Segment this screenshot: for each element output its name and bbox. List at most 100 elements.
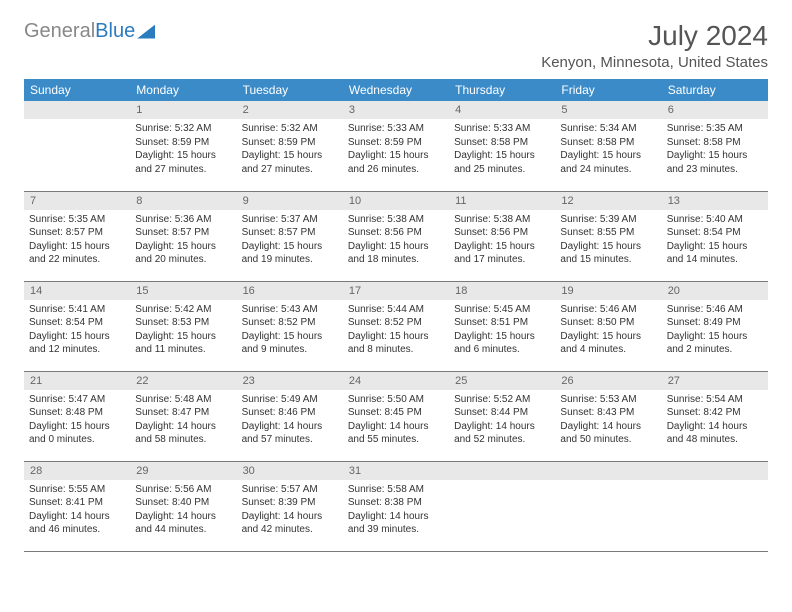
day-info: Sunrise: 5:50 AMSunset: 8:45 PMDaylight:…: [343, 390, 449, 461]
day-info-line: Sunset: 8:56 PM: [454, 226, 550, 240]
day-info-line: Sunrise: 5:49 AM: [242, 393, 338, 407]
day-info: Sunrise: 5:37 AMSunset: 8:57 PMDaylight:…: [237, 210, 343, 281]
day-info: Sunrise: 5:34 AMSunset: 8:58 PMDaylight:…: [555, 119, 661, 191]
calendar-table: Sunday Monday Tuesday Wednesday Thursday…: [24, 79, 768, 552]
header: GeneralBlue July 2024 Kenyon, Minnesota,…: [24, 20, 768, 71]
day-info-line: Sunrise: 5:43 AM: [242, 303, 338, 317]
day-info-line: Sunset: 8:45 PM: [348, 406, 444, 420]
day-info: Sunrise: 5:55 AMSunset: 8:41 PMDaylight:…: [24, 480, 130, 551]
day-info-line: Sunrise: 5:50 AM: [348, 393, 444, 407]
day-info-line: Sunrise: 5:39 AM: [560, 213, 656, 227]
calendar-day-cell: 18Sunrise: 5:45 AMSunset: 8:51 PMDayligh…: [449, 281, 555, 371]
day-info-line: and 20 minutes.: [135, 253, 231, 267]
calendar-day-cell: 19Sunrise: 5:46 AMSunset: 8:50 PMDayligh…: [555, 281, 661, 371]
day-info-line: Sunset: 8:41 PM: [29, 496, 125, 510]
day-info: Sunrise: 5:46 AMSunset: 8:50 PMDaylight:…: [555, 300, 661, 371]
day-info-line: Sunrise: 5:54 AM: [667, 393, 763, 407]
day-info-line: Sunrise: 5:44 AM: [348, 303, 444, 317]
day-info-line: Daylight: 14 hours: [667, 420, 763, 434]
day-info-line: and 17 minutes.: [454, 253, 550, 267]
weekday-header: Tuesday: [237, 79, 343, 101]
day-info-line: Sunset: 8:42 PM: [667, 406, 763, 420]
day-info-line: and 6 minutes.: [454, 343, 550, 357]
day-info-line: Daylight: 15 hours: [454, 149, 550, 163]
day-info-line: and 24 minutes.: [560, 163, 656, 177]
day-info-line: Daylight: 15 hours: [135, 330, 231, 344]
day-info-line: and 26 minutes.: [348, 163, 444, 177]
day-info-line: Sunset: 8:49 PM: [667, 316, 763, 330]
day-info-line: Daylight: 15 hours: [242, 149, 338, 163]
calendar-day-cell: 22Sunrise: 5:48 AMSunset: 8:47 PMDayligh…: [130, 371, 236, 461]
day-info-line: and 4 minutes.: [560, 343, 656, 357]
day-info-line: and 19 minutes.: [242, 253, 338, 267]
day-number: 23: [237, 372, 343, 390]
day-info: Sunrise: 5:57 AMSunset: 8:39 PMDaylight:…: [237, 480, 343, 551]
calendar-day-cell: 1Sunrise: 5:32 AMSunset: 8:59 PMDaylight…: [130, 101, 236, 191]
day-info-line: Daylight: 15 hours: [242, 240, 338, 254]
calendar-day-cell: 23Sunrise: 5:49 AMSunset: 8:46 PMDayligh…: [237, 371, 343, 461]
day-info-line: Sunrise: 5:33 AM: [454, 122, 550, 136]
day-info-line: Daylight: 15 hours: [242, 330, 338, 344]
calendar-header: Sunday Monday Tuesday Wednesday Thursday…: [24, 79, 768, 101]
calendar-day-cell: 15Sunrise: 5:42 AMSunset: 8:53 PMDayligh…: [130, 281, 236, 371]
day-number: 13: [662, 192, 768, 210]
calendar-day-cell: 14Sunrise: 5:41 AMSunset: 8:54 PMDayligh…: [24, 281, 130, 371]
day-info-line: Sunset: 8:52 PM: [242, 316, 338, 330]
day-info-line: and 58 minutes.: [135, 433, 231, 447]
day-number: 14: [24, 282, 130, 300]
calendar-day-cell: 2Sunrise: 5:32 AMSunset: 8:59 PMDaylight…: [237, 101, 343, 191]
day-info-line: Daylight: 14 hours: [348, 420, 444, 434]
day-info-line: Sunset: 8:59 PM: [135, 136, 231, 150]
day-info-line: and 25 minutes.: [454, 163, 550, 177]
day-number: 25: [449, 372, 555, 390]
day-info-line: Daylight: 15 hours: [348, 149, 444, 163]
day-info: Sunrise: 5:58 AMSunset: 8:38 PMDaylight:…: [343, 480, 449, 551]
day-number: 8: [130, 192, 236, 210]
day-info-line: Daylight: 15 hours: [667, 240, 763, 254]
day-info-line: Daylight: 15 hours: [560, 240, 656, 254]
day-info-line: Sunset: 8:44 PM: [454, 406, 550, 420]
calendar-day-cell: [555, 461, 661, 551]
day-info-line: Sunset: 8:51 PM: [454, 316, 550, 330]
weekday-header: Friday: [555, 79, 661, 101]
day-info: Sunrise: 5:49 AMSunset: 8:46 PMDaylight:…: [237, 390, 343, 461]
day-info-line: Sunrise: 5:34 AM: [560, 122, 656, 136]
day-info-line: and 8 minutes.: [348, 343, 444, 357]
day-info: Sunrise: 5:38 AMSunset: 8:56 PMDaylight:…: [449, 210, 555, 281]
weekday-header: Saturday: [662, 79, 768, 101]
calendar-day-cell: [662, 461, 768, 551]
calendar-body: 1Sunrise: 5:32 AMSunset: 8:59 PMDaylight…: [24, 101, 768, 551]
page-title: July 2024: [541, 20, 768, 52]
day-info-line: Sunrise: 5:45 AM: [454, 303, 550, 317]
day-info-line: Sunset: 8:58 PM: [454, 136, 550, 150]
day-info-line: Daylight: 15 hours: [29, 330, 125, 344]
day-info-line: Sunrise: 5:46 AM: [667, 303, 763, 317]
day-number: 10: [343, 192, 449, 210]
calendar-day-cell: 4Sunrise: 5:33 AMSunset: 8:58 PMDaylight…: [449, 101, 555, 191]
calendar-day-cell: 17Sunrise: 5:44 AMSunset: 8:52 PMDayligh…: [343, 281, 449, 371]
day-info-line: Sunrise: 5:38 AM: [454, 213, 550, 227]
day-info-line: and 55 minutes.: [348, 433, 444, 447]
day-info-line: Sunrise: 5:36 AM: [135, 213, 231, 227]
day-info-line: Sunrise: 5:32 AM: [135, 122, 231, 136]
day-number-empty: [555, 462, 661, 480]
calendar-day-cell: 6Sunrise: 5:35 AMSunset: 8:58 PMDaylight…: [662, 101, 768, 191]
day-info-line: Daylight: 15 hours: [29, 420, 125, 434]
day-info: Sunrise: 5:36 AMSunset: 8:57 PMDaylight:…: [130, 210, 236, 281]
day-info: Sunrise: 5:44 AMSunset: 8:52 PMDaylight:…: [343, 300, 449, 371]
day-info: Sunrise: 5:47 AMSunset: 8:48 PMDaylight:…: [24, 390, 130, 461]
day-info: Sunrise: 5:54 AMSunset: 8:42 PMDaylight:…: [662, 390, 768, 461]
day-info: [24, 119, 130, 191]
day-info-line: Sunrise: 5:53 AM: [560, 393, 656, 407]
logo: GeneralBlue: [24, 20, 155, 43]
day-info-line: Sunset: 8:54 PM: [29, 316, 125, 330]
day-number: 24: [343, 372, 449, 390]
day-info-line: Daylight: 15 hours: [560, 149, 656, 163]
calendar-day-cell: 20Sunrise: 5:46 AMSunset: 8:49 PMDayligh…: [662, 281, 768, 371]
day-info-line: Sunrise: 5:52 AM: [454, 393, 550, 407]
title-block: July 2024 Kenyon, Minnesota, United Stat…: [541, 20, 768, 71]
day-info-line: Daylight: 15 hours: [667, 149, 763, 163]
day-info-line: Daylight: 15 hours: [135, 240, 231, 254]
day-number-empty: [449, 462, 555, 480]
day-info: Sunrise: 5:48 AMSunset: 8:47 PMDaylight:…: [130, 390, 236, 461]
